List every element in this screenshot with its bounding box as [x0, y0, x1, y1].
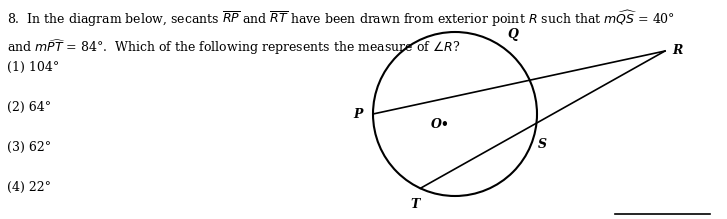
Text: 8.  In the diagram below, secants $\overline{RP}$ and $\overline{RT}$ have been : 8. In the diagram below, secants $\overl… [7, 9, 675, 29]
Text: (2) 64°: (2) 64° [7, 101, 51, 114]
Text: P: P [353, 108, 363, 120]
Text: (4) 22°: (4) 22° [7, 181, 51, 194]
Text: T: T [411, 198, 420, 211]
Text: (1) 104°: (1) 104° [7, 61, 59, 74]
Text: (3) 62°: (3) 62° [7, 141, 51, 154]
Text: O•: O• [430, 118, 449, 131]
Text: R: R [672, 44, 683, 58]
Text: S: S [538, 138, 547, 151]
Text: Q: Q [507, 28, 518, 41]
Text: and $m\widehat{PT}$ = 84°.  Which of the following represents the measure of $\a: and $m\widehat{PT}$ = 84°. Which of the … [7, 37, 460, 57]
